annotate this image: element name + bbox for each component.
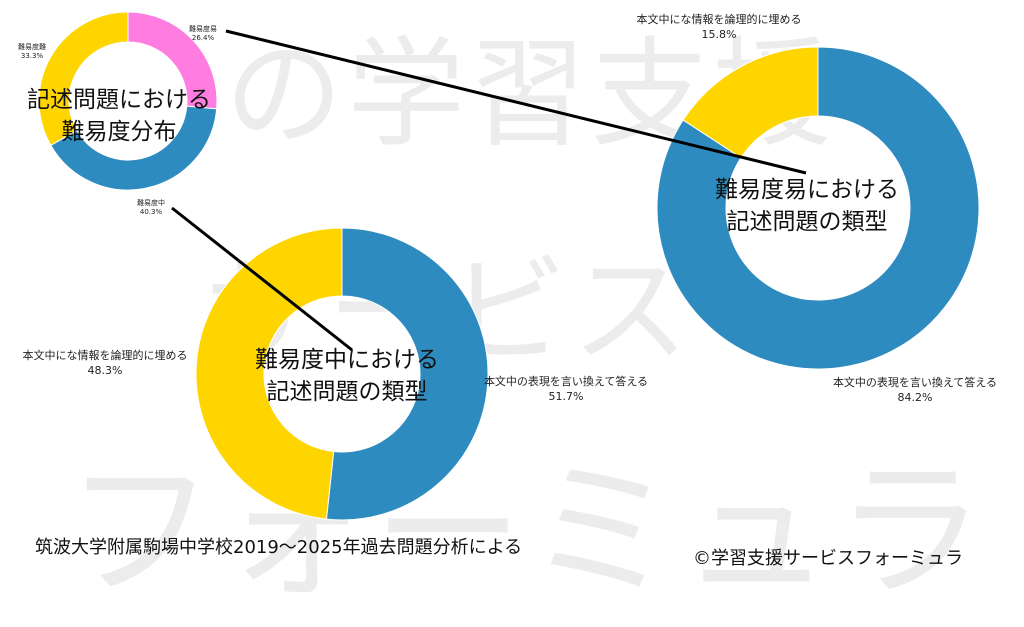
source-note: 筑波大学附属駒場中学校2019〜2025年過去問題分析による bbox=[35, 537, 523, 558]
slice-label-name: 難易度中 bbox=[137, 199, 165, 207]
chart-title-difficulty: 記述問題における 難易度分布 bbox=[27, 84, 211, 148]
copyright: ©学習支援サービスフォーミュラ bbox=[693, 548, 963, 569]
slice-label: 本文中にな情報を論理的に埋める 48.3% bbox=[2, 348, 208, 378]
slice-label-name: 本文中の表現を言い換えて答える bbox=[483, 375, 649, 388]
slice-label-name: 難易度難 bbox=[18, 43, 46, 51]
slice-label-value: 40.3% bbox=[139, 208, 163, 216]
easy-types-donut bbox=[656, 46, 980, 370]
donut-slice bbox=[325, 227, 489, 521]
slice-label-name: 難易度易 bbox=[189, 25, 217, 33]
slice-label: 本文中の表現を言い換えて答える 51.7% bbox=[451, 374, 681, 404]
slice-label: 難易度難 33.3% bbox=[11, 43, 53, 61]
slice-label: 難易度中 40.3% bbox=[130, 199, 172, 217]
donut-charts bbox=[38, 11, 980, 521]
slice-label-name: 本文中にな情報を論理的に埋める bbox=[636, 13, 802, 26]
slice-label-name: 本文中の表現を言い換えて答える bbox=[832, 376, 998, 389]
slice-label: 本文中の表現を言い換えて答える 84.2% bbox=[800, 375, 1024, 405]
chart-title-line: 記述問題の類型 bbox=[726, 209, 888, 235]
slice-label-value: 48.3% bbox=[87, 364, 123, 377]
slice-label: 本文中にな情報を論理的に埋める 15.8% bbox=[604, 12, 834, 42]
donut-slice bbox=[38, 11, 129, 147]
donut-slice bbox=[195, 227, 343, 520]
slice-label-value: 84.2% bbox=[897, 391, 933, 404]
connector-line-medium bbox=[171, 206, 353, 352]
chart-title-line: 記述問題の類型 bbox=[266, 379, 428, 405]
chart-title-medium: 難易度中における 記述問題の類型 bbox=[255, 344, 439, 408]
chart-title-easy: 難易度易における 記述問題の類型 bbox=[715, 174, 899, 238]
donut-slice bbox=[682, 46, 819, 159]
chart-title-line: 記述問題における bbox=[27, 87, 211, 113]
chart-title-line: 難易度易における bbox=[715, 177, 899, 203]
slice-label-name: 本文中にな情報を論理的に埋める bbox=[22, 349, 188, 362]
slice-label-value: 26.4% bbox=[191, 34, 215, 42]
slice-label-value: 15.8% bbox=[701, 28, 737, 41]
chart-title-line: 難易度中における bbox=[255, 347, 439, 373]
difficulty-distribution-donut bbox=[38, 11, 218, 191]
donut-slice bbox=[50, 105, 218, 191]
slice-label-value: 33.3% bbox=[20, 52, 44, 60]
connector-line-easy bbox=[225, 29, 807, 175]
slice-label: 難易度易 26.4% bbox=[182, 25, 224, 43]
chart-title-line: 難易度分布 bbox=[61, 119, 177, 145]
medium-types-donut bbox=[195, 227, 489, 521]
donut-slice bbox=[656, 46, 980, 370]
infographic: の学習支援 サービス フォーミュラ 記述問題における 難易度分布 難易度易におけ… bbox=[2, 11, 1024, 619]
slice-label-value: 51.7% bbox=[548, 390, 584, 403]
